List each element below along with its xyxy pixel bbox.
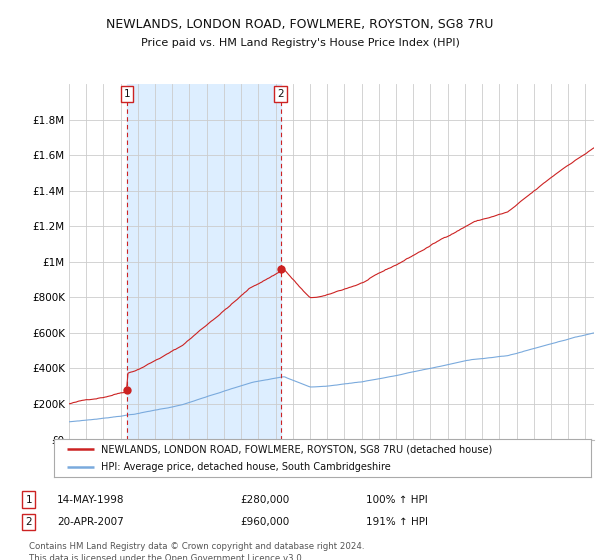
Text: HPI: Average price, detached house, South Cambridgeshire: HPI: Average price, detached house, Sout… — [101, 462, 391, 472]
Text: 1: 1 — [25, 494, 32, 505]
Text: £280,000: £280,000 — [240, 494, 289, 505]
Text: £960,000: £960,000 — [240, 517, 289, 527]
Text: 20-APR-2007: 20-APR-2007 — [57, 517, 124, 527]
Text: 2: 2 — [277, 90, 284, 99]
Text: 100% ↑ HPI: 100% ↑ HPI — [366, 494, 428, 505]
Text: NEWLANDS, LONDON ROAD, FOWLMERE, ROYSTON, SG8 7RU (detached house): NEWLANDS, LONDON ROAD, FOWLMERE, ROYSTON… — [101, 444, 493, 454]
Text: 2: 2 — [25, 517, 32, 527]
Text: 191% ↑ HPI: 191% ↑ HPI — [366, 517, 428, 527]
Text: 14-MAY-1998: 14-MAY-1998 — [57, 494, 125, 505]
Text: NEWLANDS, LONDON ROAD, FOWLMERE, ROYSTON, SG8 7RU: NEWLANDS, LONDON ROAD, FOWLMERE, ROYSTON… — [106, 18, 494, 31]
Text: Contains HM Land Registry data © Crown copyright and database right 2024.
This d: Contains HM Land Registry data © Crown c… — [29, 542, 364, 560]
Bar — [127, 84, 281, 440]
Text: Price paid vs. HM Land Registry's House Price Index (HPI): Price paid vs. HM Land Registry's House … — [140, 38, 460, 48]
Text: 1: 1 — [124, 90, 130, 99]
